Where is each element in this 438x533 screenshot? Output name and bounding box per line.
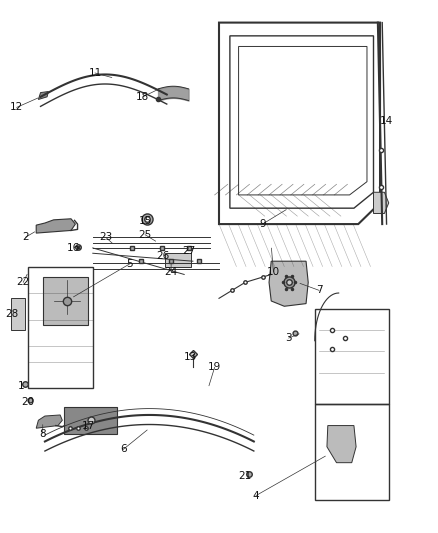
Polygon shape [39, 92, 48, 100]
Text: 10: 10 [267, 267, 280, 277]
Text: 3: 3 [285, 333, 292, 343]
Text: 23: 23 [99, 232, 113, 243]
Polygon shape [374, 192, 389, 214]
Text: 27: 27 [182, 246, 195, 256]
Polygon shape [36, 219, 75, 233]
Polygon shape [327, 425, 356, 463]
Text: 28: 28 [6, 309, 19, 319]
Text: 11: 11 [88, 68, 102, 78]
Text: 26: 26 [156, 251, 169, 261]
Text: 12: 12 [10, 102, 23, 112]
Text: 2: 2 [22, 232, 28, 243]
Polygon shape [43, 277, 88, 325]
Text: 24: 24 [165, 267, 178, 277]
Text: 9: 9 [259, 219, 266, 229]
Text: 4: 4 [253, 490, 259, 500]
Polygon shape [64, 407, 117, 433]
Text: 18: 18 [136, 92, 149, 102]
Polygon shape [165, 253, 191, 266]
Text: 1: 1 [18, 381, 24, 391]
Text: 16: 16 [67, 243, 80, 253]
Text: 13: 13 [184, 352, 198, 361]
Polygon shape [36, 415, 62, 428]
Text: 17: 17 [82, 421, 95, 431]
Text: 14: 14 [380, 116, 393, 126]
Text: 7: 7 [316, 285, 322, 295]
Text: 25: 25 [138, 230, 152, 240]
Text: 19: 19 [208, 362, 221, 372]
Text: 21: 21 [238, 471, 252, 481]
Text: 15: 15 [138, 216, 152, 227]
Polygon shape [269, 261, 308, 306]
Text: 8: 8 [39, 429, 46, 439]
Text: 5: 5 [127, 259, 133, 269]
Text: 20: 20 [21, 397, 34, 407]
Polygon shape [11, 298, 25, 330]
Text: 22: 22 [17, 277, 30, 287]
Text: 6: 6 [120, 445, 127, 455]
